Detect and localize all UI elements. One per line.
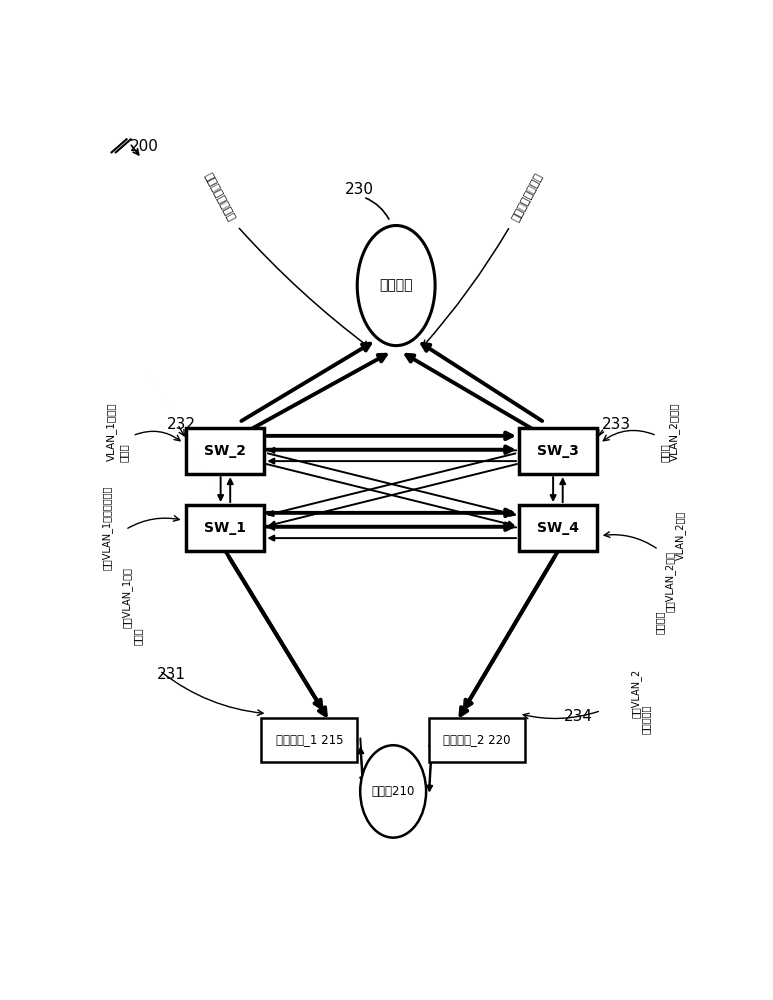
Text: 网络接口_2 220: 网络接口_2 220	[443, 733, 511, 746]
Bar	[186, 428, 264, 474]
Text: 234: 234	[564, 709, 593, 724]
Text: 数据包（数据报）: 数据包（数据报）	[203, 171, 237, 223]
Text: 数据包: 数据包	[659, 443, 669, 462]
Text: 通过VLAN_1激活端口输出: 通过VLAN_1激活端口输出	[102, 486, 113, 570]
Ellipse shape	[357, 225, 435, 346]
Text: 通过VLAN_2激活: 通过VLAN_2激活	[665, 552, 676, 612]
Text: 232: 232	[167, 417, 196, 432]
Text: SW_4: SW_4	[537, 521, 579, 535]
Bar	[519, 505, 597, 551]
Text: 网络接口_1 215: 网络接口_1 215	[275, 733, 343, 746]
Text: 目的节点: 目的节点	[380, 279, 413, 293]
Text: SW_1: SW_1	[204, 521, 247, 535]
Text: 233: 233	[601, 417, 631, 432]
Text: 端口输出: 端口输出	[655, 610, 665, 634]
Text: SW_3: SW_3	[537, 444, 579, 458]
Bar	[519, 428, 597, 474]
Text: VLAN_1标记的: VLAN_1标记的	[106, 403, 117, 461]
Bar	[429, 718, 525, 762]
Text: 数据包: 数据包	[132, 627, 142, 645]
Text: 数据包（数据报）: 数据包（数据报）	[511, 171, 545, 223]
Text: 数据包: 数据包	[118, 443, 128, 462]
Text: VLAN_2标记的: VLAN_2标记的	[669, 403, 680, 461]
Bar	[261, 718, 357, 762]
Ellipse shape	[360, 745, 426, 838]
Bar	[186, 505, 264, 551]
Text: SW_2: SW_2	[204, 444, 247, 458]
Text: 按照VLAN_1标记: 按照VLAN_1标记	[121, 567, 132, 628]
Text: VLAN_2激活: VLAN_2激活	[676, 511, 686, 560]
Text: 230: 230	[346, 182, 374, 197]
Text: 200: 200	[130, 139, 158, 154]
Text: 按照VLAN_2: 按照VLAN_2	[630, 669, 642, 718]
Text: 源节点210: 源节点210	[372, 785, 415, 798]
Text: 标记数据包: 标记数据包	[641, 704, 651, 734]
Text: 231: 231	[156, 667, 186, 682]
